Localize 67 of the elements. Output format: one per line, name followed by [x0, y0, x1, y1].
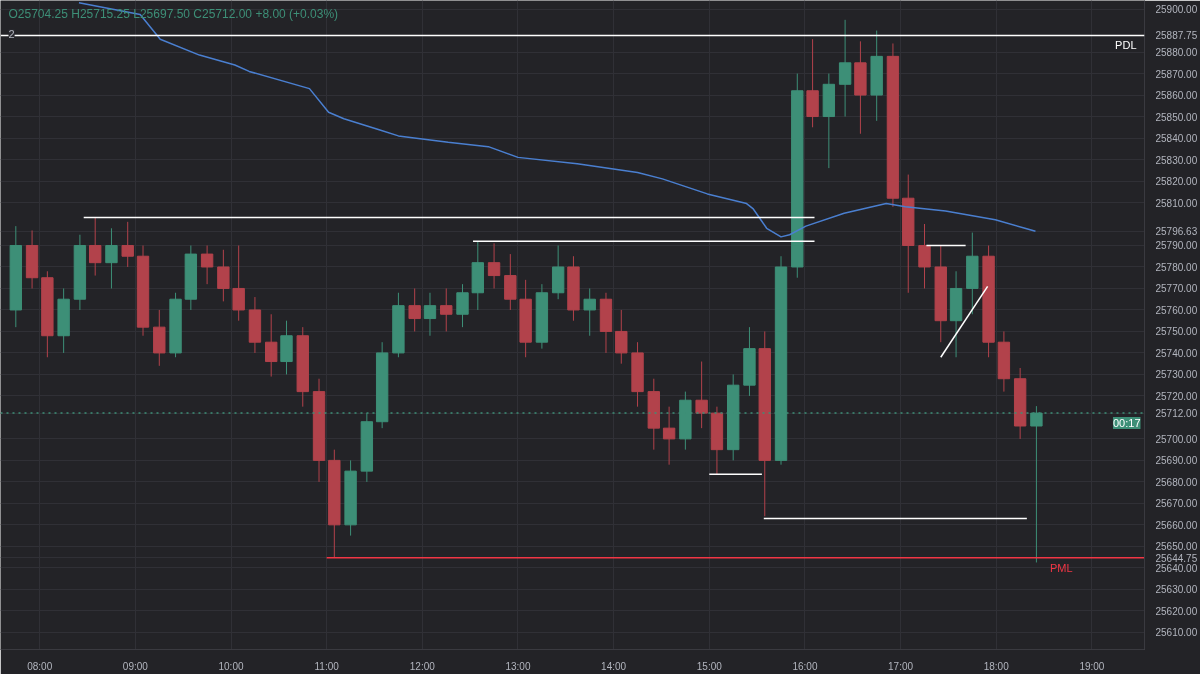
x-tick-label: 15:00 [696, 660, 723, 672]
y-tick-label: 25720.00 [1155, 390, 1198, 402]
y-tick-label: 25690.00 [1155, 455, 1198, 467]
x-tick-label: 16:00 [792, 660, 818, 672]
x-tick-label: 19:00 [1079, 660, 1105, 672]
y-tick-label: 25610.00 [1155, 627, 1198, 639]
x-tick-label: 12:00 [409, 660, 436, 672]
y-tick-label: 25650.00 [1155, 541, 1198, 553]
y-tick-label: 25900.00 [1155, 4, 1198, 16]
y-tick-label: 25670.00 [1155, 498, 1198, 510]
y-tick-label: 25644.75 [1155, 552, 1198, 564]
y-tick-label: 25660.00 [1155, 519, 1198, 531]
y-tick-label: 25712.00 [1155, 408, 1198, 420]
x-tick-label: 10:00 [218, 660, 244, 672]
x-tick-label: 09:00 [122, 660, 149, 672]
annotation: 2 [8, 27, 15, 40]
y-tick-label: 25750.00 [1155, 326, 1198, 338]
ref-line-label: PDL [1115, 39, 1137, 52]
candlestick [89, 217, 102, 277]
candlestick [838, 19, 852, 118]
candlestick [408, 287, 421, 332]
x-tick-label: 17:00 [888, 660, 914, 672]
y-tick-label: 25840.00 [1155, 133, 1198, 145]
candlestick [121, 221, 134, 268]
candlestick [200, 244, 214, 285]
y-tick-label: 25620.00 [1155, 605, 1198, 617]
candlestick [615, 309, 628, 365]
y-tick-label: 25640.00 [1155, 562, 1198, 574]
candlestick [918, 223, 931, 289]
candlestick [440, 287, 453, 332]
x-tick-label: 13:00 [505, 660, 531, 672]
candlestick [487, 242, 501, 289]
candlestick [232, 244, 245, 322]
y-tick-label: 25680.00 [1155, 476, 1198, 488]
x-tick-label: 14:00 [601, 660, 627, 672]
y-tick-label: 25810.00 [1155, 197, 1198, 209]
candlestick [695, 361, 708, 429]
y-tick-label: 25760.00 [1155, 304, 1198, 316]
y-tick-label: 25820.00 [1155, 176, 1198, 188]
y-tick-label: 25700.00 [1155, 433, 1198, 445]
y-tick-label: 25887.75 [1155, 30, 1198, 42]
y-tick-label: 25830.00 [1155, 154, 1198, 166]
candlestick [456, 283, 469, 328]
candlestick [504, 253, 517, 311]
x-tick-label: 18:00 [983, 660, 1010, 672]
y-tick-label: 25770.00 [1155, 283, 1198, 295]
y-tick-label: 25796.63 [1155, 226, 1198, 238]
candlestick [105, 227, 118, 289]
candlestick [265, 313, 278, 378]
y-tick-label: 25880.00 [1155, 47, 1198, 59]
x-tick-label: 08:00 [27, 660, 53, 672]
x-tick-label: 11:00 [314, 660, 340, 672]
candlestick [217, 249, 230, 302]
candlestick [662, 406, 676, 466]
y-tick-label: 25630.00 [1155, 584, 1198, 596]
y-tick-label: 25780.00 [1155, 261, 1198, 273]
candlestick [583, 287, 596, 337]
annotation: 00:17 [1112, 417, 1141, 430]
y-tick-label: 25860.00 [1155, 90, 1198, 102]
y-tick-label: 25870.00 [1155, 68, 1198, 80]
y-tick-label: 25850.00 [1155, 111, 1198, 123]
y-tick-label: 25740.00 [1155, 347, 1198, 359]
series-label: PML [1049, 561, 1073, 574]
annotation: O25704.25 H25715.25 L25697.50 C25712.00 +8.00 (+0.03%) [8, 6, 339, 21]
candlestick [423, 292, 437, 337]
y-tick-label: 25730.00 [1155, 369, 1198, 381]
y-tick-label: 25790.00 [1155, 240, 1198, 252]
